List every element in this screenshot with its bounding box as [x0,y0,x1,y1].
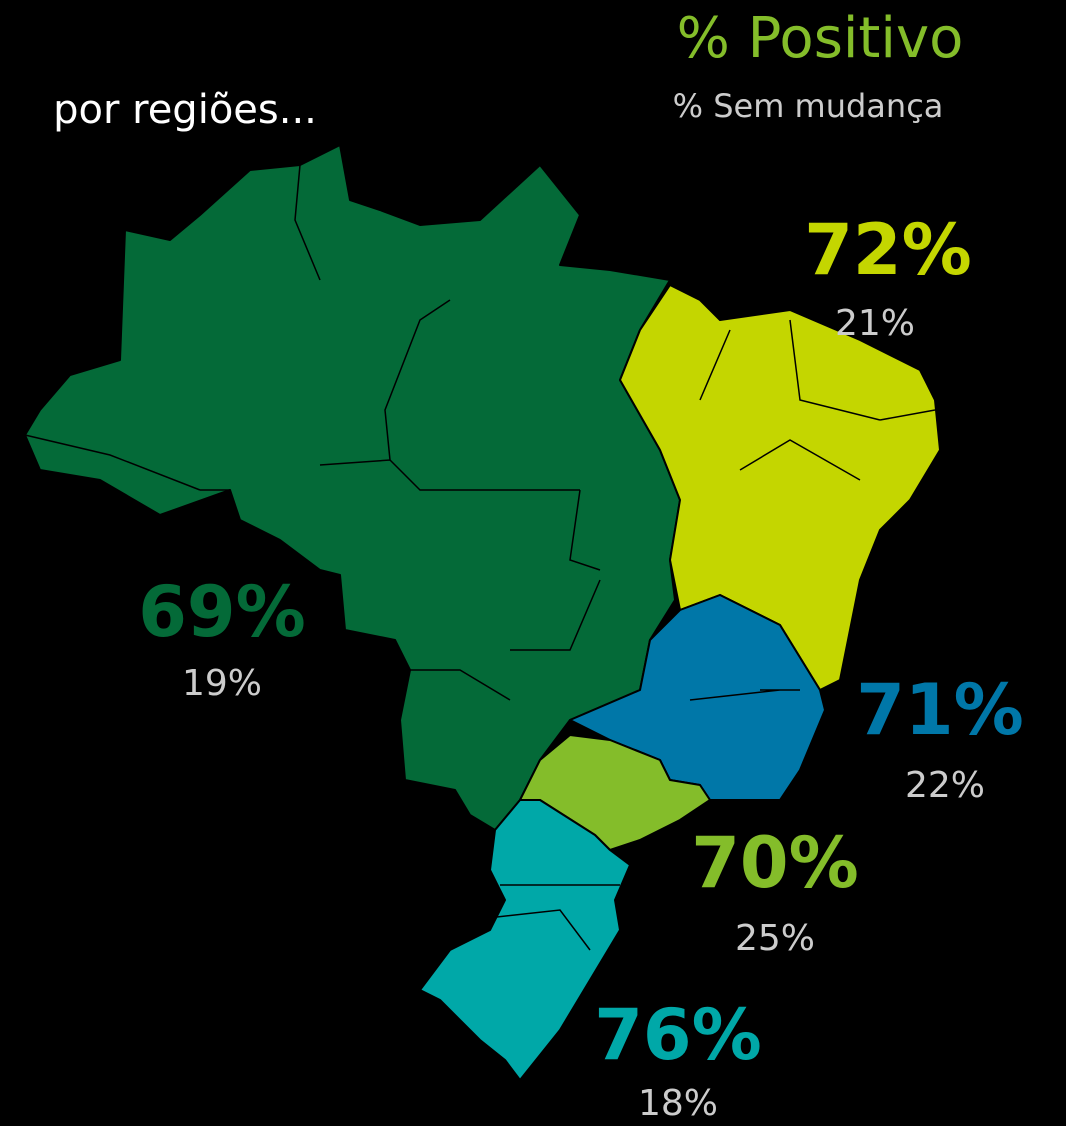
positive-label: 70% [691,822,859,904]
no-change-label: 25% [735,918,815,959]
no-change-label: 22% [905,765,985,806]
positive-label: 72% [804,209,972,291]
positive-label: 76% [594,994,762,1076]
region-northeast [619,284,941,691]
title: por regiões... [53,87,317,133]
no-change-label: 19% [182,663,262,704]
positive-label: 69% [138,571,306,653]
state-border [24,164,936,951]
positive-label: 71% [856,669,1024,751]
region-north-centerwest [24,144,681,831]
no-change-label: 21% [835,303,915,344]
region-south [419,799,631,1081]
legend-no-change: % Sem mudança [673,87,944,125]
legend-positive: % Positivo [677,6,964,71]
no-change-label: 18% [638,1083,718,1124]
